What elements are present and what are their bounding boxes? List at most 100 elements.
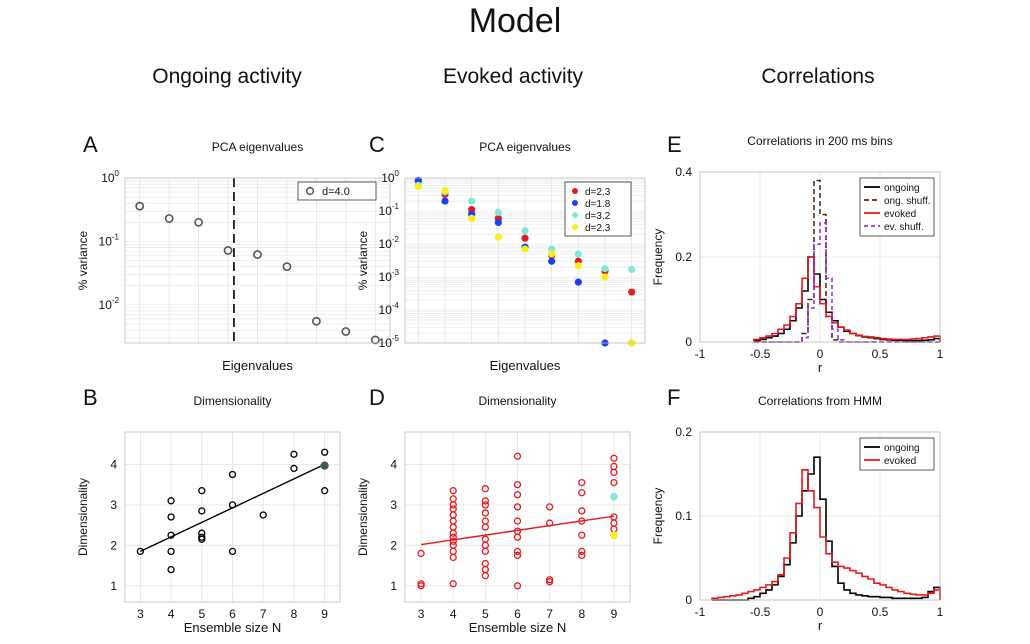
y-tick-label: 10-2: [379, 235, 400, 251]
x-tick-label: 7: [546, 607, 553, 621]
chart-c: PCA eigenvalues 100 10-1 10-2 10-3 10-4 10-5 Ei…: [356, 140, 646, 373]
data-point: [628, 265, 636, 273]
legend-marker: [572, 212, 578, 218]
y-tick-label: 0.4: [675, 165, 692, 179]
data-point: [449, 487, 457, 495]
x-tick-label: -0.5: [750, 347, 771, 361]
y-tick-label: 3: [390, 498, 397, 512]
chart-d: Dimensionality 1 2 3 4 3 4 5 6 7 8 9 Ensemble size N…: [356, 394, 631, 635]
chart-f: Correlations from HMM 0 0.1 0.2 -1 -0.5 0 0.5 1 r…: [651, 394, 944, 633]
data-point: [513, 452, 522, 460]
legend-label: ongoing: [884, 183, 920, 194]
legend-label: d=4.0: [322, 186, 350, 198]
data-point: [311, 316, 321, 326]
data-point: [628, 288, 636, 296]
y-axis-label: Frequency: [651, 488, 665, 545]
plot-frame: [699, 431, 941, 601]
x-tick-label: 0: [817, 605, 824, 619]
y-tick-label: 4: [110, 457, 117, 471]
data-point: [414, 176, 422, 184]
legend-label: d=1.8: [585, 199, 611, 210]
chart-title: Dimensionality: [193, 394, 271, 408]
x-tick-label: 3: [418, 607, 425, 621]
y-tick-label: 1: [110, 579, 117, 593]
highlight-point-cyan: [610, 492, 618, 501]
data-point: [578, 551, 586, 560]
histogram-ongoing: [712, 456, 941, 601]
x-tick-label: 5: [198, 607, 205, 621]
data-point: [610, 462, 618, 471]
x-tick-label: 9: [611, 607, 618, 621]
panel-letter-d: D: [369, 385, 385, 410]
data-point: [481, 485, 490, 493]
panel-letter-e: E: [667, 132, 682, 157]
y-tick-label: 10-1: [379, 202, 400, 218]
y-axis-label: Frequency: [651, 229, 665, 286]
data-point: [545, 503, 554, 511]
plot-frame: [404, 177, 646, 344]
legend-label: evoked: [884, 456, 916, 467]
data-point: [449, 505, 457, 513]
data-point: [194, 217, 204, 227]
data-point: [481, 497, 490, 505]
chart-a: PCA eigenvalues 100 10-1 10-2 Eigenvalues % v…: [76, 140, 391, 373]
panel-letter-b: B: [83, 385, 98, 410]
legend-label: d=2.3: [585, 187, 611, 198]
data-point: [521, 245, 529, 253]
data-point: [548, 257, 556, 265]
legend-marker: [572, 188, 578, 194]
x-tick-label: 8: [291, 607, 298, 621]
chart-title: Dimensionality: [478, 394, 556, 408]
data-point: [468, 214, 476, 222]
data-point: [167, 565, 175, 574]
x-tick-label: 4: [450, 607, 457, 621]
figure-title: Model: [468, 2, 562, 40]
data-point: [578, 531, 586, 539]
x-tick-label: -1: [695, 347, 706, 361]
data-point: [545, 576, 554, 584]
data-point: [167, 531, 175, 539]
data-point: [198, 529, 206, 537]
data-point: [513, 582, 522, 590]
x-tick-label: -1: [695, 605, 706, 619]
data-point: [578, 489, 586, 497]
column-title-correlations: Correlations: [761, 65, 875, 88]
data-point: [167, 497, 175, 505]
y-tick-label: 0: [685, 593, 692, 607]
chart-title: Correlations from HMM: [758, 394, 882, 408]
data-point: [228, 547, 237, 556]
data-point: [414, 182, 422, 191]
data-point: [481, 517, 490, 525]
data-point: [449, 495, 457, 503]
data-point: [610, 513, 618, 521]
legend-label: evoked: [884, 209, 916, 220]
data-point: [167, 513, 175, 521]
data-point: [481, 535, 490, 543]
data-point: [449, 580, 457, 588]
legend-marker: [572, 200, 578, 206]
data-point: [164, 214, 174, 223]
y-tick-label: 3: [110, 498, 117, 512]
y-tick-label: 0: [685, 335, 692, 349]
data-point: [228, 470, 237, 479]
x-tick-label: 5: [482, 607, 489, 621]
y-tick-label: 0.1: [675, 509, 692, 523]
data-point: [417, 549, 425, 558]
data-point: [253, 250, 262, 259]
legend-label: ev. shuff.: [884, 222, 924, 233]
legend-marker: [305, 186, 315, 196]
data-point: [290, 464, 298, 473]
data-point: [481, 501, 490, 509]
data-point: [198, 487, 206, 495]
data-point: [135, 201, 145, 211]
data-point: [574, 262, 582, 270]
data-point: [521, 227, 529, 235]
data-point: [545, 519, 554, 527]
data-point: [167, 547, 175, 556]
data-point: [259, 511, 267, 519]
data-point: [578, 507, 586, 515]
data-point: [513, 547, 522, 556]
y-tick-label: 10-1: [99, 232, 120, 248]
x-tick-label: 6: [514, 607, 521, 621]
chart-title: PCA eigenvalues: [479, 140, 570, 154]
